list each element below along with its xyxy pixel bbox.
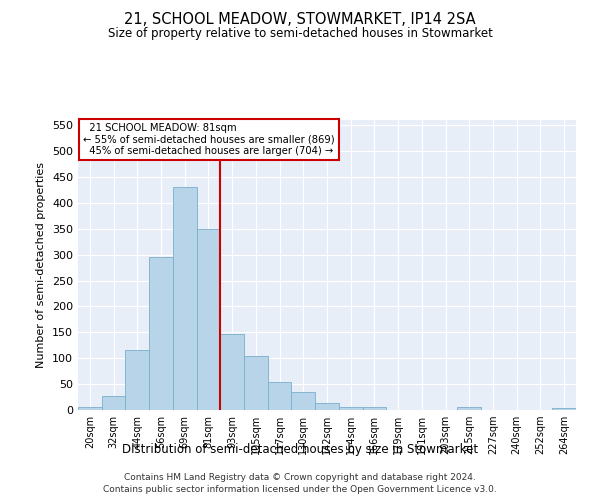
Bar bbox=[78, 408, 102, 410]
Text: Distribution of semi-detached houses by size in Stowmarket: Distribution of semi-detached houses by … bbox=[122, 442, 478, 456]
Text: Contains public sector information licensed under the Open Government Licence v3: Contains public sector information licen… bbox=[103, 485, 497, 494]
Bar bbox=[102, 396, 125, 410]
Bar bbox=[292, 392, 315, 410]
Text: 21 SCHOOL MEADOW: 81sqm
← 55% of semi-detached houses are smaller (869)
  45% of: 21 SCHOOL MEADOW: 81sqm ← 55% of semi-de… bbox=[83, 123, 335, 156]
Bar bbox=[149, 257, 173, 410]
Bar bbox=[125, 350, 149, 410]
Bar bbox=[268, 382, 292, 410]
Bar bbox=[362, 407, 386, 410]
Bar bbox=[315, 404, 339, 410]
Text: Size of property relative to semi-detached houses in Stowmarket: Size of property relative to semi-detach… bbox=[107, 28, 493, 40]
Bar bbox=[457, 408, 481, 410]
Bar bbox=[339, 408, 362, 410]
Y-axis label: Number of semi-detached properties: Number of semi-detached properties bbox=[37, 162, 46, 368]
Bar bbox=[244, 356, 268, 410]
Bar bbox=[197, 229, 220, 410]
Text: 21, SCHOOL MEADOW, STOWMARKET, IP14 2SA: 21, SCHOOL MEADOW, STOWMARKET, IP14 2SA bbox=[124, 12, 476, 28]
Text: Contains HM Land Registry data © Crown copyright and database right 2024.: Contains HM Land Registry data © Crown c… bbox=[124, 472, 476, 482]
Bar bbox=[220, 334, 244, 410]
Bar bbox=[552, 408, 576, 410]
Bar bbox=[173, 188, 197, 410]
